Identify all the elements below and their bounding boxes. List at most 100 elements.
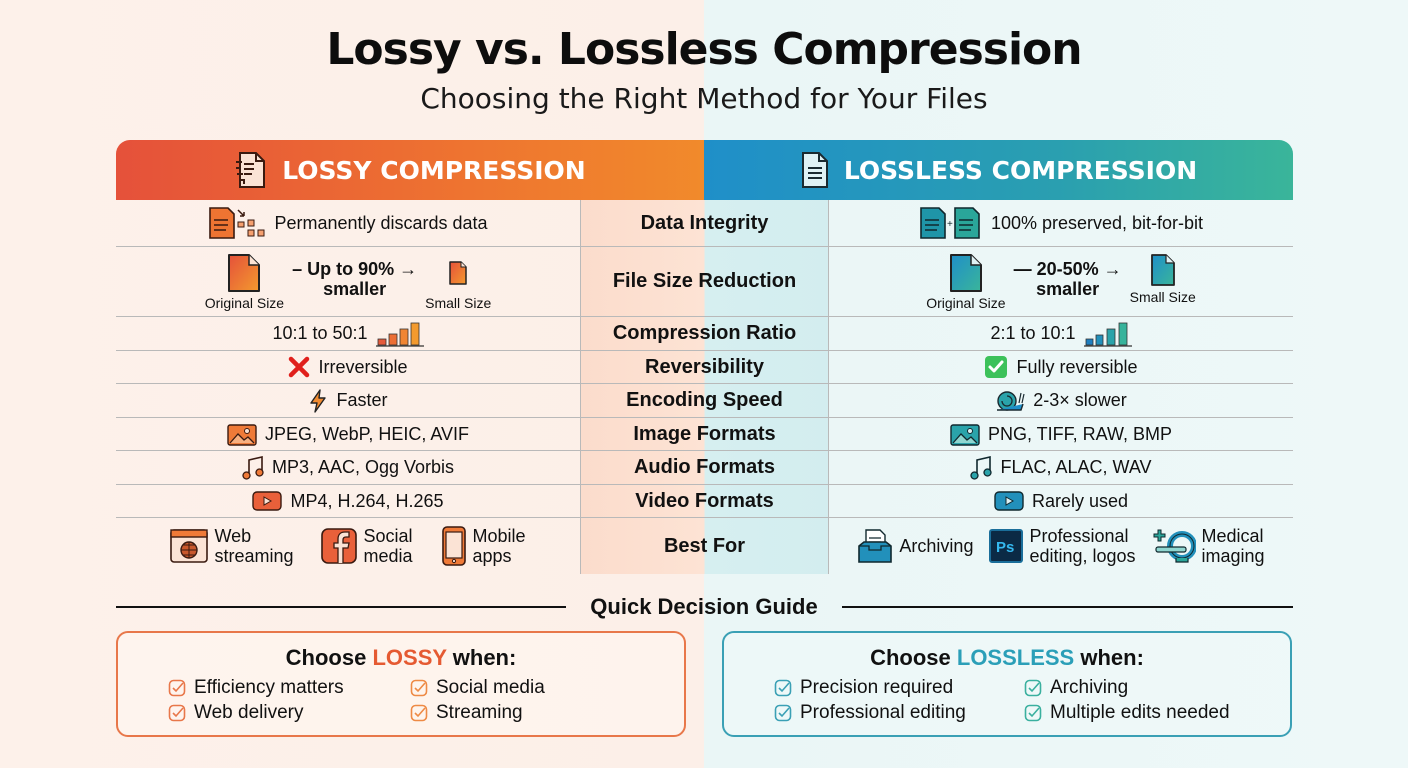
video-play-icon bbox=[252, 490, 283, 512]
checkbox-icon bbox=[410, 704, 428, 722]
reduction-text: – Up to 90% → smaller bbox=[292, 258, 418, 299]
web-globe-icon bbox=[170, 528, 209, 564]
large-file-icon bbox=[949, 253, 983, 293]
attribute-label: Data Integrity bbox=[580, 200, 829, 246]
attribute-label: Encoding Speed bbox=[580, 384, 829, 417]
attribute-label: Audio Formats bbox=[580, 451, 829, 484]
bar-chart-icon bbox=[1083, 321, 1132, 347]
photoshop-icon: Ps bbox=[989, 529, 1024, 563]
compressed-document-icon bbox=[234, 150, 268, 190]
lossless-cell: FLAC, ALAC, WAV bbox=[829, 451, 1293, 484]
table-row: Web streaming Social media Mobile apps Best… bbox=[116, 518, 1293, 574]
lossy-cell: MP4, H.264, H.265 bbox=[116, 485, 580, 517]
lossy-decision-box: Choose LOSSY when: Efficiency matters So… bbox=[116, 631, 686, 737]
small-size-label: Small Size bbox=[1129, 288, 1196, 305]
checkbox-icon bbox=[1024, 704, 1042, 722]
page-title: Lossy vs. Lossless Compression bbox=[326, 24, 1082, 75]
checklist-item: Efficiency matters bbox=[168, 677, 410, 699]
lossless-value: Fully reversible bbox=[1016, 356, 1138, 377]
cross-icon bbox=[288, 356, 310, 378]
lossy-value: 10:1 to 50:1 bbox=[272, 323, 368, 343]
attribute-label: Image Formats bbox=[580, 418, 829, 450]
table-row: Faster Encoding Speed 2-3× slower bbox=[116, 384, 1293, 418]
attribute-label: Video Formats bbox=[580, 485, 829, 517]
music-note-icon bbox=[242, 455, 264, 480]
check-icon bbox=[984, 355, 1008, 379]
document-discard-icon bbox=[208, 206, 266, 240]
divider-left bbox=[116, 606, 566, 608]
large-file-icon bbox=[227, 253, 261, 293]
lossy-value: Faster bbox=[336, 390, 388, 410]
lossy-cell: Permanently discards data bbox=[116, 200, 580, 246]
checkbox-icon bbox=[774, 704, 792, 722]
lossless-value: 2:1 to 10:1 bbox=[990, 323, 1076, 343]
checkbox-icon bbox=[410, 679, 428, 697]
svg-text:Ps: Ps bbox=[996, 539, 1014, 556]
box-title: Choose LOSSY when: bbox=[285, 645, 517, 670]
lossless-header-label: LOSSLESS COMPRESSION bbox=[843, 155, 1198, 185]
image-icon bbox=[227, 422, 257, 446]
document-copy-icon: + bbox=[919, 206, 983, 240]
lossless-decision-box: Choose LOSSLESS when: Precision required… bbox=[722, 631, 1292, 737]
best-for-item: Mobile apps bbox=[441, 526, 526, 566]
lossless-cell: Fully reversible bbox=[829, 351, 1293, 383]
image-icon bbox=[950, 422, 980, 446]
lossy-cell: 10:1 to 50:1 bbox=[116, 317, 580, 350]
lossy-cell: Original Size – Up to 90% → smaller Smal… bbox=[116, 247, 580, 316]
checklist-item: Multiple edits needed bbox=[1024, 702, 1264, 724]
box-title: Choose LOSSLESS when: bbox=[870, 645, 1144, 670]
page-subtitle: Choosing the Right Method for Your Files bbox=[420, 82, 988, 115]
table-row: Irreversible Reversibility Fully reversi… bbox=[116, 351, 1293, 384]
dash: – bbox=[292, 258, 308, 279]
lossless-cell: + 100% preserved, bit-for-bit bbox=[829, 200, 1293, 246]
lossless-cell: 2-3× slower bbox=[829, 384, 1293, 417]
lossless-cell: PNG, TIFF, RAW, BMP bbox=[829, 418, 1293, 450]
best-for-item: Medical imaging bbox=[1152, 526, 1265, 566]
lossless-cell: Original Size — 20-50% → smaller Small S… bbox=[829, 247, 1293, 316]
small-size-label: Small Size bbox=[425, 294, 492, 311]
lossy-header-label: LOSSY COMPRESSION bbox=[282, 155, 586, 185]
lossy-value: MP3, AAC, Ogg Vorbis bbox=[271, 457, 455, 477]
lossy-value: Irreversible bbox=[318, 356, 408, 377]
lossless-cell: Rarely used bbox=[829, 485, 1293, 517]
table-row: Permanently discards data Data Integrity… bbox=[116, 200, 1293, 247]
attribute-label: Reversibility bbox=[580, 351, 829, 383]
lossless-header: LOSSLESS COMPRESSION bbox=[704, 140, 1293, 200]
checkbox-icon bbox=[168, 679, 186, 697]
checkbox-icon bbox=[1024, 679, 1042, 697]
snail-icon bbox=[995, 389, 1025, 413]
video-play-icon bbox=[994, 490, 1024, 512]
lightning-icon bbox=[308, 388, 328, 413]
lossless-value: 2-3× slower bbox=[1033, 390, 1127, 410]
checklist-item: Web delivery bbox=[168, 702, 410, 724]
best-for-item: Social media bbox=[321, 526, 413, 566]
attribute-label: File Size Reduction bbox=[580, 247, 829, 316]
checklist-item: Archiving bbox=[1024, 677, 1264, 699]
facebook-icon bbox=[321, 528, 358, 564]
lossless-value: Rarely used bbox=[1031, 490, 1129, 511]
checklist-item: Professional editing bbox=[774, 702, 1024, 724]
lossless-value: FLAC, ALAC, WAV bbox=[1000, 457, 1152, 477]
lossy-cell: Irreversible bbox=[116, 351, 580, 383]
lossy-value: MP4, H.264, H.265 bbox=[290, 490, 444, 511]
checkbox-icon bbox=[774, 679, 792, 697]
best-for-item: Ps Professional editing, logos bbox=[989, 526, 1136, 566]
best-for-item: Archiving bbox=[857, 528, 973, 564]
archive-tray-icon bbox=[857, 528, 893, 564]
mri-scanner-icon bbox=[1152, 528, 1196, 564]
lossy-cell: MP3, AAC, Ogg Vorbis bbox=[116, 451, 580, 484]
music-note-icon bbox=[970, 455, 993, 480]
lossy-cell: Web streaming Social media Mobile apps bbox=[116, 518, 580, 574]
lossy-header: LOSSY COMPRESSION bbox=[116, 140, 704, 200]
checkbox-icon bbox=[168, 704, 186, 722]
attribute-label: Best For bbox=[580, 518, 829, 574]
lossless-cell: 2:1 to 10:1 bbox=[829, 317, 1293, 350]
smartphone-icon bbox=[441, 526, 467, 566]
small-file-icon bbox=[449, 253, 467, 293]
table-row: Original Size – Up to 90% → smaller Smal… bbox=[116, 247, 1293, 317]
table-row: 10:1 to 50:1 Compression Ratio 2:1 to 10… bbox=[116, 317, 1293, 351]
table-row: MP3, AAC, Ogg Vorbis Audio Formats FLAC,… bbox=[116, 451, 1293, 485]
original-size-label: Original Size bbox=[204, 294, 285, 311]
lossless-value: 100% preserved, bit-for-bit bbox=[990, 212, 1204, 233]
lossy-value: Permanently discards data bbox=[274, 212, 488, 233]
